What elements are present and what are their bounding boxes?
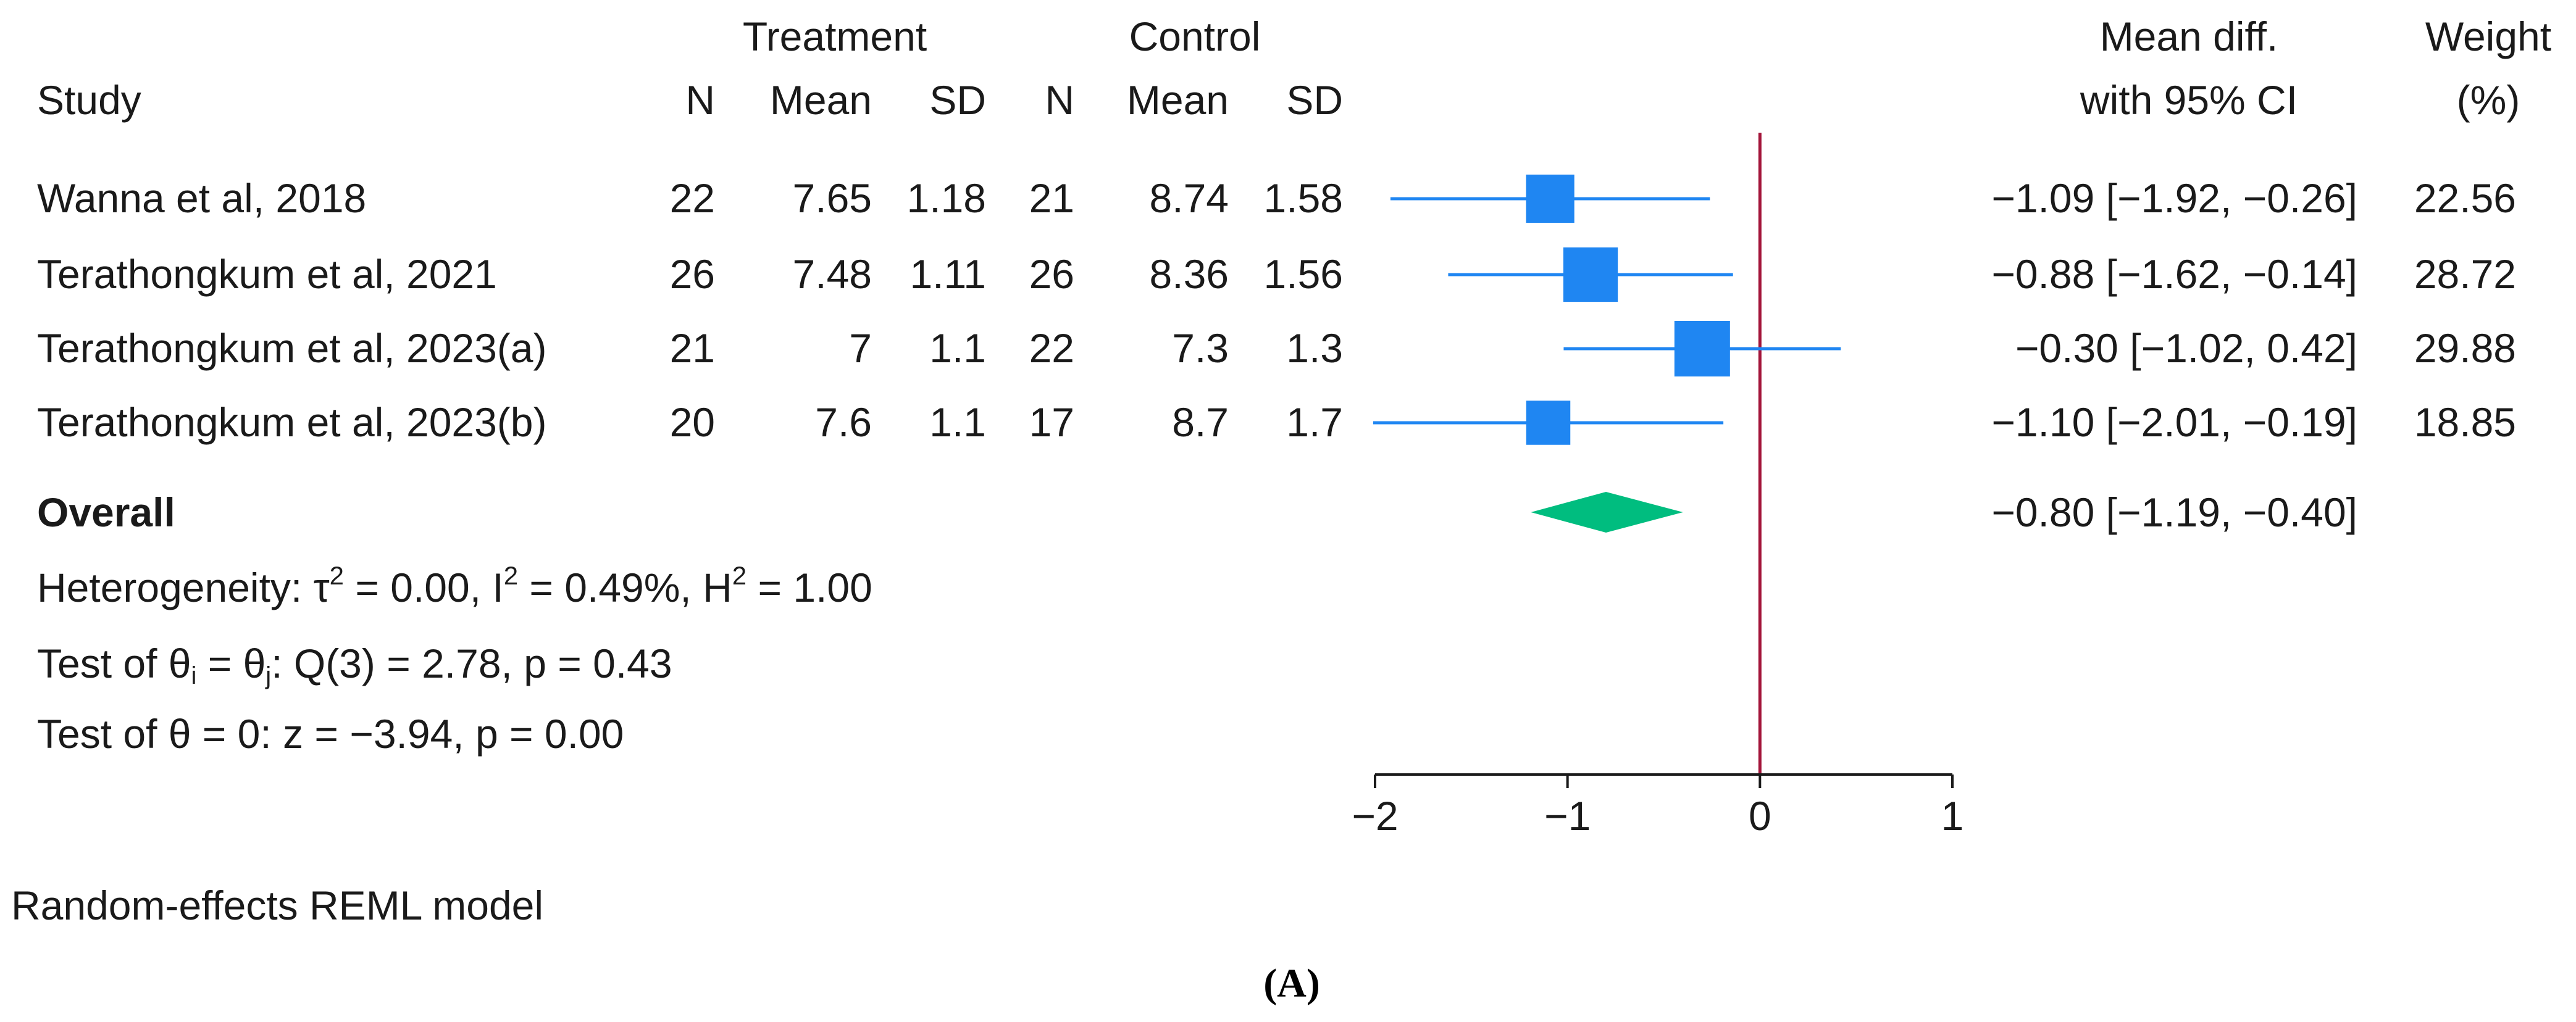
study-point-estimate [1526,401,1571,445]
study-mean-control: 8.7 [1172,399,1229,445]
panel-label: (A) [1263,961,1320,1006]
study-effect-ci: −0.88 [−1.62, −0.14] [1991,251,2357,297]
plot-marks [1373,133,1841,775]
heterogeneity-sup-tau: 2 [330,561,344,590]
overall-label: Overall [37,489,175,535]
study-row: Terathongkum et al, 2023(b) 20 7.6 1.1 17 8.7… [37,399,2516,445]
study-n-control: 22 [1029,325,1074,371]
heterogeneity-prefix: Heterogeneity: τ [37,565,330,610]
study-n-treatment: 26 [670,251,715,297]
overall-diamond [1531,492,1683,533]
study-mean-treatment: 7 [849,325,872,371]
study-mean-control: 8.74 [1150,175,1229,221]
column-header-sd-treatment: SD [929,77,986,123]
column-header-mean-control: Mean [1127,77,1229,123]
table-header: Treatment Control Mean diff. Weight Stud… [37,14,2551,123]
study-rows: Wanna et al, 2018 22 7.65 1.18 21 8.74 1.58 −1.… [37,175,2516,445]
study-sd-treatment: 1.18 [907,175,986,221]
column-header-study: Study [37,77,141,123]
x-axis: −2 −1 0 1 [1352,773,1964,839]
group-header-control: Control [1129,14,1261,59]
heterogeneity-sup-i: 2 [504,561,518,590]
study-weight: 18.85 [2414,399,2516,445]
heterogeneity-text: Heterogeneity: τ2 = 0.00, I2 = 0.49%, H2… [37,561,872,610]
column-header-n-control: N [1045,77,1074,123]
group-header-treatment: Treatment [743,14,927,59]
study-row: Terathongkum et al, 2023(a) 21 7 1.1 22 7.3 1.… [37,325,2516,371]
column-header-n-treatment: N [685,77,715,123]
study-name: Terathongkum et al, 2021 [37,251,497,297]
study-mean-control: 7.3 [1172,325,1229,371]
study-effect-ci: −0.30 [−1.02, 0.42] [2015,325,2357,371]
x-axis-tick-label: 0 [1749,793,1771,839]
test-homogeneity-a: Test of θ [37,641,191,686]
test-homogeneity-b: = θ [196,641,266,686]
study-n-treatment: 21 [670,325,715,371]
study-mean-treatment: 7.65 [793,175,872,221]
heterogeneity-tau2: = 0.00, I [344,565,504,610]
study-row: Terathongkum et al, 2021 26 7.48 1.11 26 8.36… [37,251,2516,297]
heterogeneity-sup-h: 2 [732,561,746,590]
x-axis-tick-label: −1 [1544,793,1591,839]
test-homogeneity-sub-j: j [265,662,271,689]
study-name: Terathongkum et al, 2023(b) [37,399,546,445]
x-axis-tick-label: 1 [1941,793,1964,839]
study-mean-control: 8.36 [1150,251,1229,297]
test-homogeneity-text: Test of θi = θj: Q(3) = 2.78, p = 0.43 [37,641,672,689]
study-effect-ci: −1.09 [−1.92, −0.26] [1991,175,2357,221]
heterogeneity-i2: = 0.49%, H [518,565,732,610]
effect-header-line1: Mean diff. [2100,14,2278,59]
study-sd-treatment: 1.11 [910,251,986,297]
study-n-control: 21 [1029,175,1074,221]
column-header-mean-treatment: Mean [770,77,872,123]
study-row: Wanna et al, 2018 22 7.65 1.18 21 8.74 1.58 −1.… [37,175,2516,221]
study-sd-treatment: 1.1 [929,399,986,445]
study-n-treatment: 22 [670,175,715,221]
study-weight: 22.56 [2414,175,2516,221]
study-point-estimate [1563,247,1618,302]
weight-header-line1: Weight [2425,14,2551,59]
study-mean-treatment: 7.48 [793,251,872,297]
study-mean-treatment: 7.6 [815,399,872,445]
study-sd-control: 1.3 [1286,325,1343,371]
test-homogeneity-c: : Q(3) = 2.78, p = 0.43 [271,641,672,686]
test-effect-text: Test of θ = 0: z = −3.94, p = 0.00 [37,711,624,757]
summary-block: Overall −0.80 [−1.19, −0.40] Heterogenei… [37,489,2357,757]
study-name: Wanna et al, 2018 [37,175,366,221]
study-sd-treatment: 1.1 [929,325,986,371]
study-n-treatment: 20 [670,399,715,445]
study-point-estimate [1526,174,1574,223]
test-homogeneity-sub-i: i [191,662,196,689]
study-sd-control: 1.56 [1264,251,1343,297]
study-point-estimate [1674,321,1730,376]
study-n-control: 17 [1029,399,1074,445]
column-header-sd-control: SD [1286,77,1343,123]
study-n-control: 26 [1029,251,1074,297]
study-sd-control: 1.58 [1264,175,1343,221]
effect-header-line2: with 95% CI [2080,77,2298,123]
study-sd-control: 1.7 [1286,399,1343,445]
study-effect-ci: −1.10 [−2.01, −0.19] [1991,399,2357,445]
heterogeneity-h2: = 1.00 [746,565,872,610]
weight-header-line2: (%) [2457,77,2520,123]
study-name: Terathongkum et al, 2023(a) [37,325,546,371]
overall-ci-text: −0.80 [−1.19, −0.40] [1991,489,2357,535]
study-weight: 28.72 [2414,251,2516,297]
x-axis-tick-label: −2 [1352,793,1398,839]
model-note: Random-effects REML model [11,883,543,928]
study-weight: 29.88 [2414,325,2516,371]
